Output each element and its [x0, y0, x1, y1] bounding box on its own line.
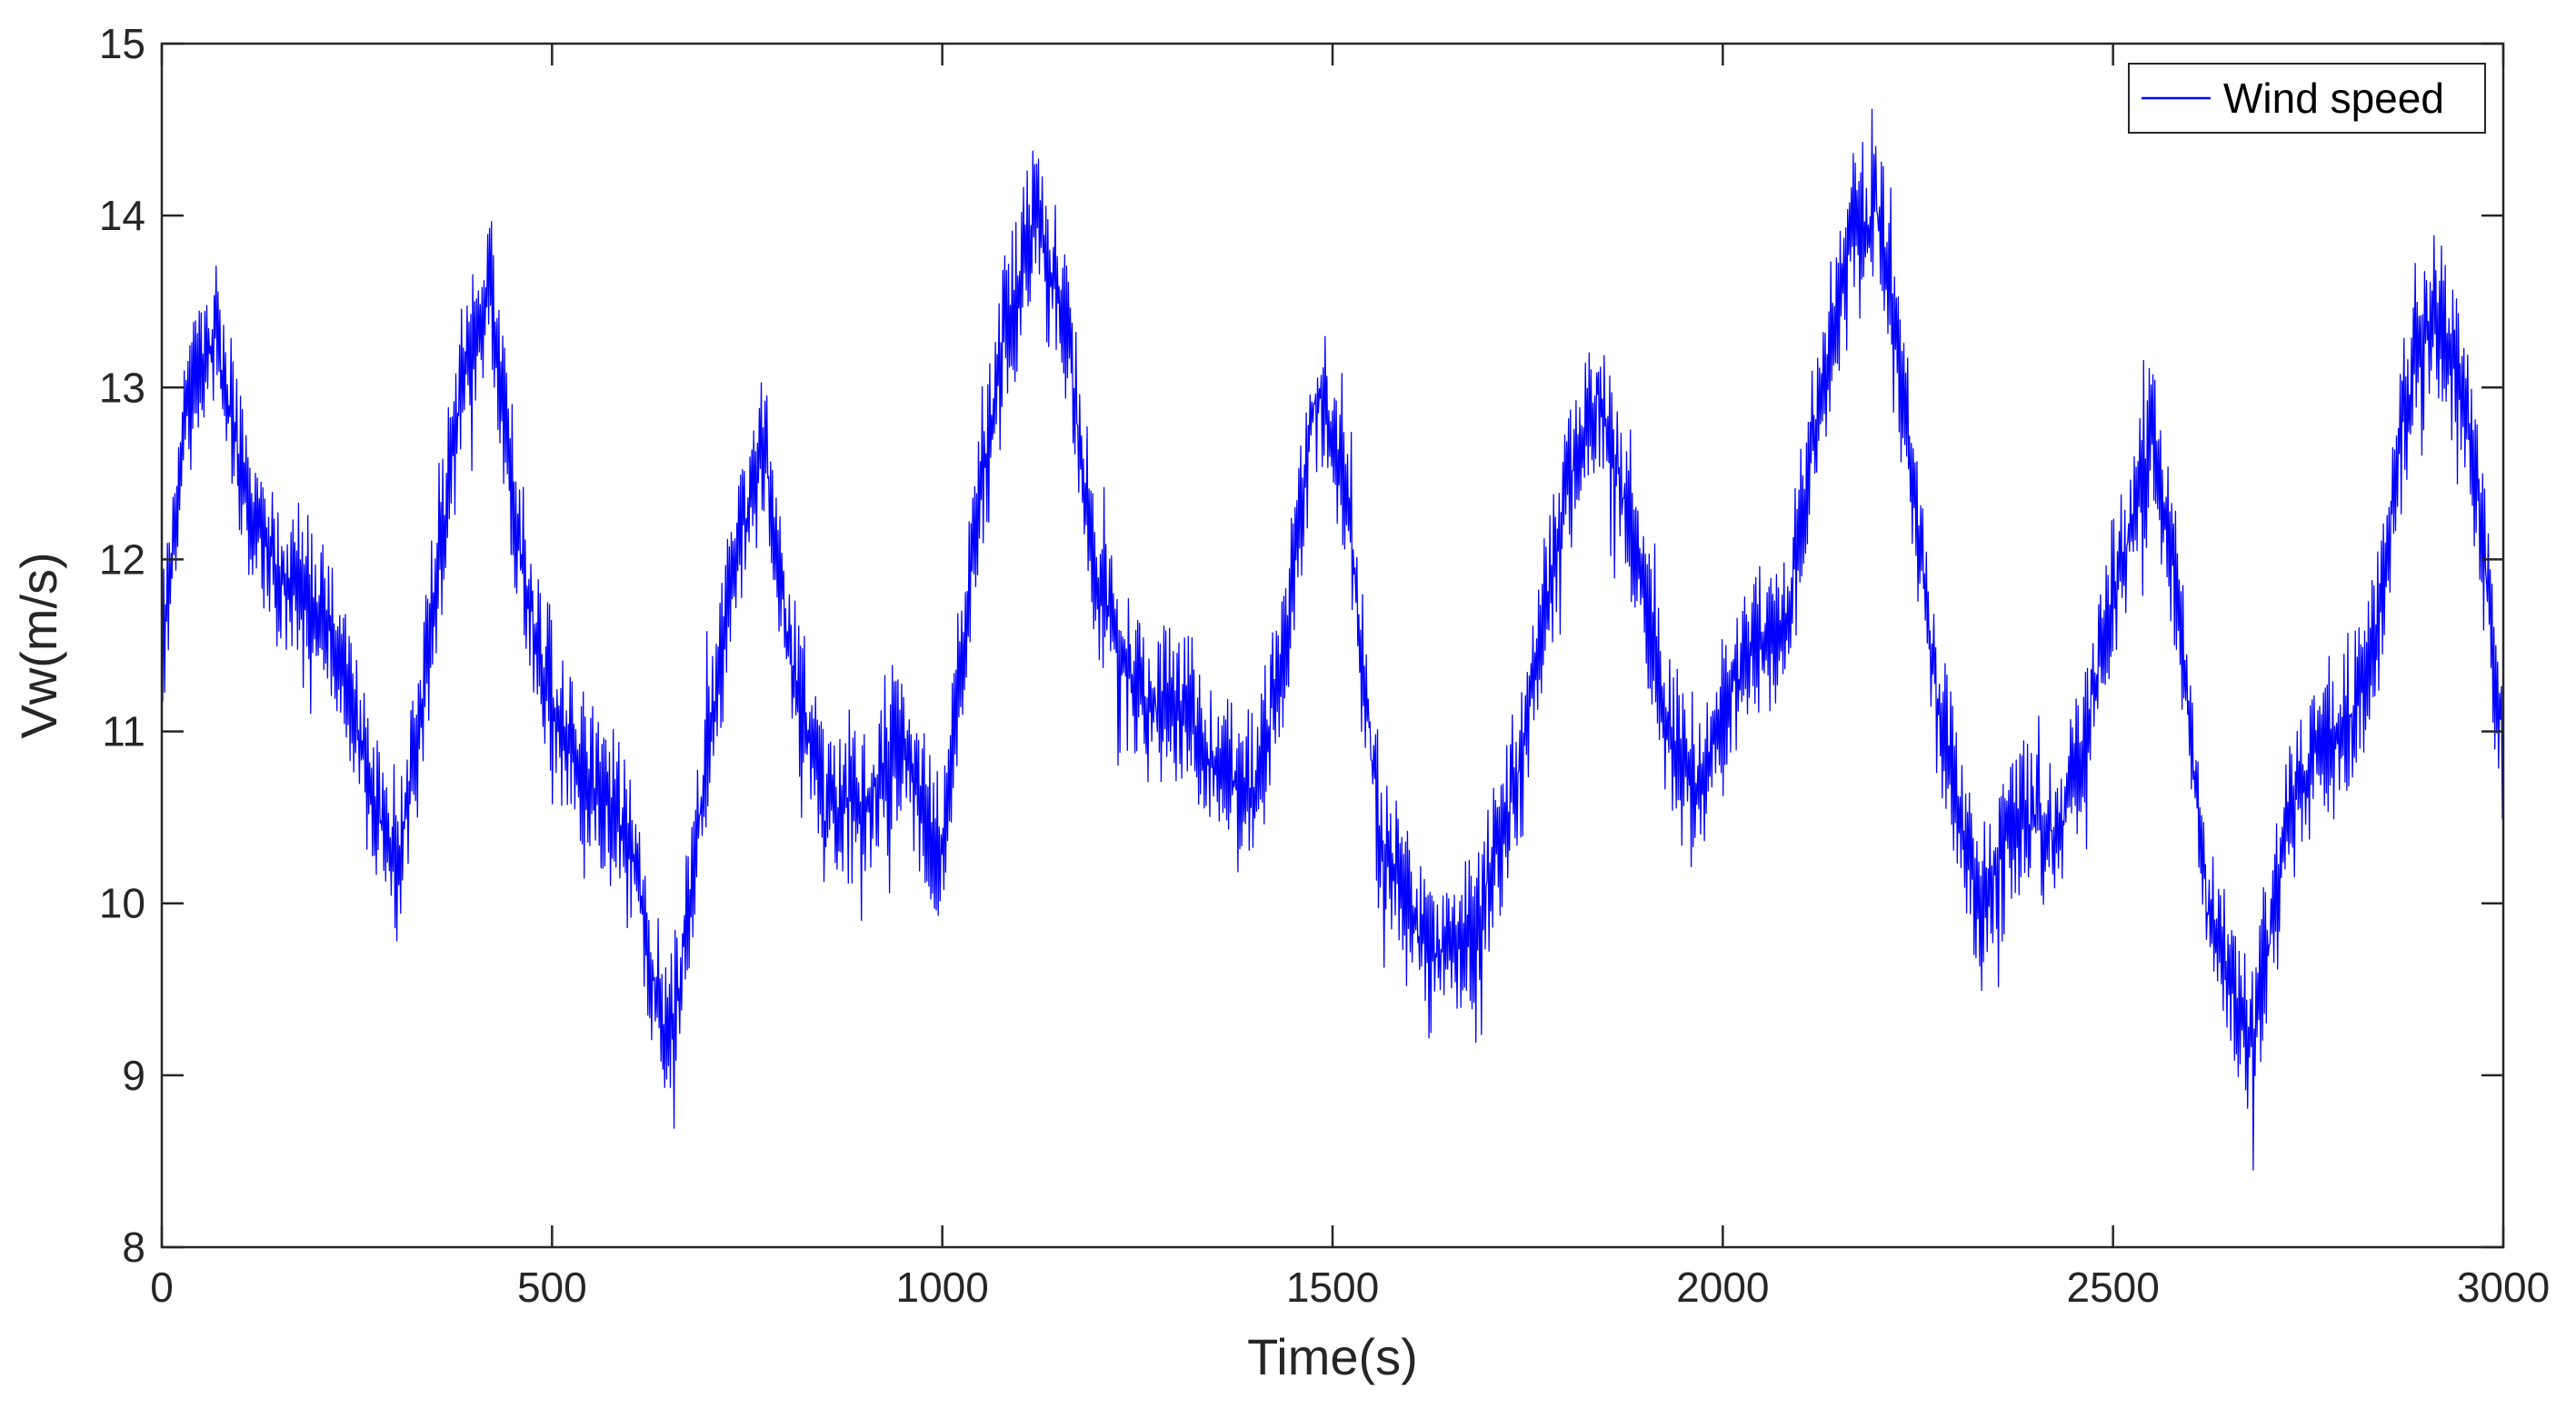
series-line-wind-speed: [161, 108, 2504, 1171]
y-tick-label-8: 8: [122, 1224, 145, 1271]
y-tick-label-9: 9: [122, 1052, 145, 1099]
x-tick-label-1500: 1500: [1286, 1264, 1379, 1311]
x-tick-label-3000: 3000: [2457, 1264, 2550, 1311]
y-tick-label-13: 13: [99, 364, 145, 411]
x-tick-label-1000: 1000: [895, 1264, 988, 1311]
y-tick-label-14: 14: [99, 192, 145, 239]
y-tick-label-15: 15: [99, 20, 145, 67]
x-tick-label-2500: 2500: [2066, 1264, 2159, 1311]
x-tick-label-0: 0: [150, 1264, 174, 1311]
y-tick-label-11: 11: [102, 708, 145, 755]
y-tick-label-12: 12: [99, 535, 145, 583]
x-axis-title: Time(s): [1247, 1328, 1418, 1385]
x-tick-label-500: 500: [517, 1264, 587, 1311]
y-axis-title: Vw(m/s): [10, 552, 67, 738]
ticks-layer: [160, 42, 2505, 1249]
series-layer: [161, 108, 2504, 1171]
tick-labels-layer: 0 500 1000 1500 2000 2500 3000 8 9 10 11 12 13 14 15: [99, 20, 2550, 1311]
y-tick-label-10: 10: [99, 880, 145, 927]
legend: Wind speed: [2128, 63, 2486, 134]
legend-label-wind-speed: Wind speed: [2223, 75, 2444, 122]
x-tick-label-2000: 2000: [1676, 1264, 1769, 1311]
